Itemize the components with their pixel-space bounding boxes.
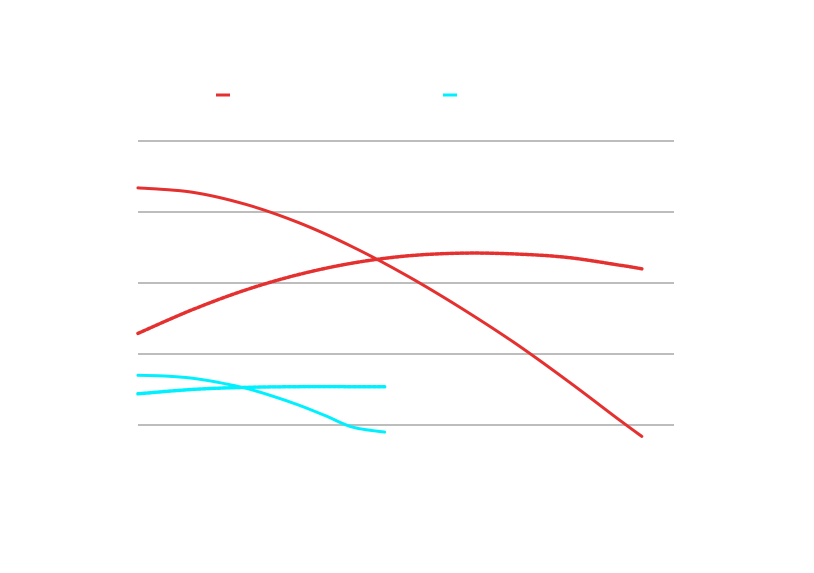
series-line-3 (136, 384, 387, 396)
series-group (136, 186, 644, 438)
series-line-0 (136, 186, 644, 438)
series-line-2 (136, 373, 387, 434)
grid (138, 140, 674, 426)
series-line-1 (136, 251, 644, 336)
